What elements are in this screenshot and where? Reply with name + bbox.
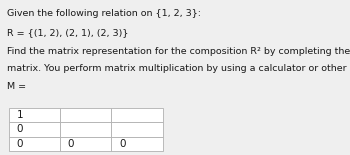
Text: 0: 0: [68, 139, 74, 149]
Text: M =: M =: [7, 82, 26, 91]
Text: matrix. You perform matrix multiplication by using a calculator or other softwar: matrix. You perform matrix multiplicatio…: [7, 64, 350, 73]
Bar: [9, 108, 60, 122]
Bar: [60, 137, 111, 151]
Bar: [111, 108, 163, 122]
Bar: [60, 108, 111, 122]
Text: 0: 0: [16, 139, 23, 149]
Text: 1: 1: [16, 110, 23, 120]
Text: Find the matrix representation for the composition R² by completing the entries : Find the matrix representation for the c…: [7, 47, 350, 56]
Bar: [111, 122, 163, 137]
Text: 0: 0: [16, 124, 23, 134]
Bar: [111, 137, 163, 151]
Text: 0: 0: [119, 139, 126, 149]
Text: R = {(1, 2), (2, 1), (2, 3)}: R = {(1, 2), (2, 1), (2, 3)}: [7, 28, 128, 37]
Text: Given the following relation on {1, 2, 3}:: Given the following relation on {1, 2, 3…: [7, 9, 201, 18]
Bar: [60, 122, 111, 137]
Bar: [9, 122, 60, 137]
Bar: [9, 137, 60, 151]
